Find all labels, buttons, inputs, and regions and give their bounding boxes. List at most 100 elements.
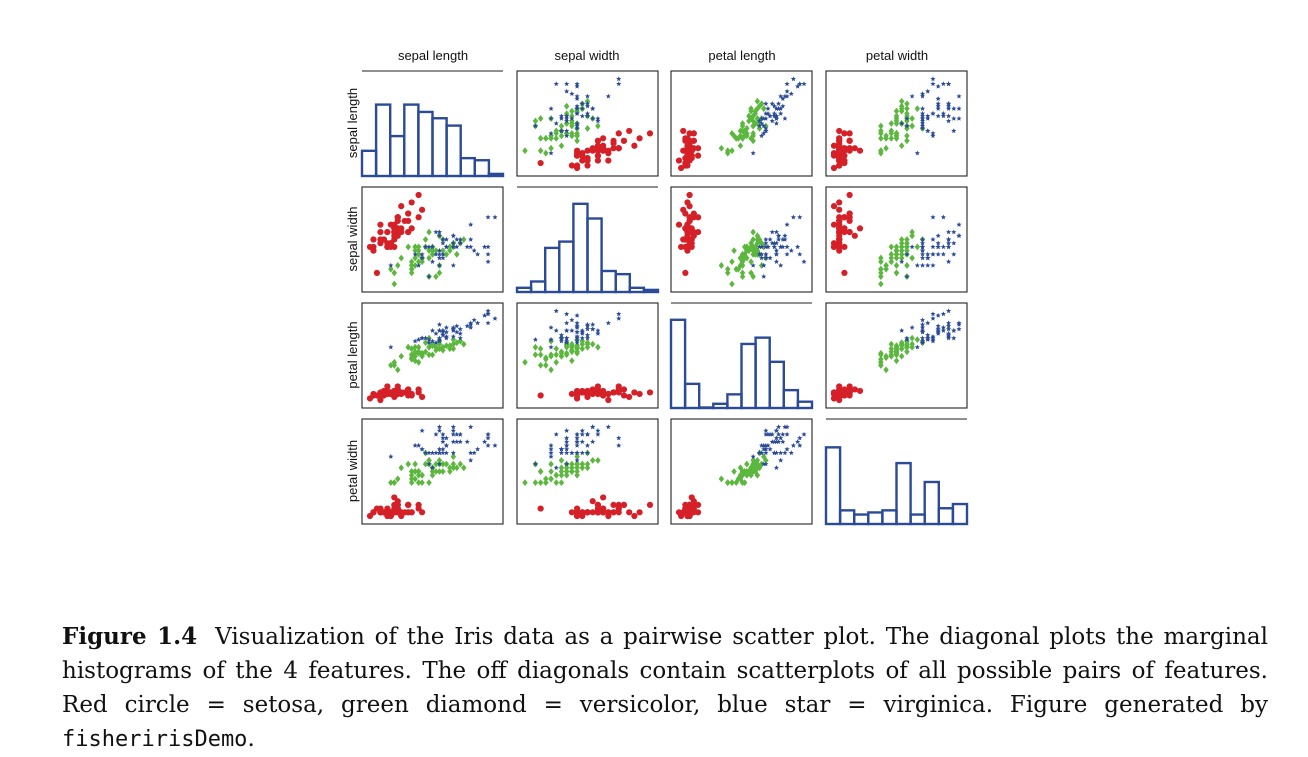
point-virginica xyxy=(759,255,765,261)
point-virginica xyxy=(797,251,803,257)
point-virginica xyxy=(443,244,449,250)
point-virginica xyxy=(773,435,780,441)
point-versicolor xyxy=(548,351,554,359)
point-setosa xyxy=(579,150,586,157)
point-virginica xyxy=(763,244,769,250)
point-virginica xyxy=(457,326,463,332)
point-virginica xyxy=(616,81,622,87)
point-virginica xyxy=(919,255,926,261)
point-setosa xyxy=(415,191,422,199)
point-virginica xyxy=(485,442,491,448)
point-versicolor xyxy=(741,129,748,137)
point-versicolor xyxy=(553,471,559,479)
point-versicolor xyxy=(574,471,580,479)
point-virginica xyxy=(440,236,446,242)
histogram-bar xyxy=(389,134,406,178)
point-versicolor xyxy=(718,144,725,152)
point-virginica xyxy=(951,229,957,235)
histogram-bar xyxy=(683,382,701,410)
point-virginica xyxy=(773,251,780,257)
point-setosa xyxy=(394,214,401,221)
point-setosa xyxy=(600,387,607,395)
point-virginica xyxy=(773,247,780,253)
point-virginica xyxy=(773,259,780,264)
point-virginica xyxy=(956,326,962,332)
point-versicolor xyxy=(898,239,905,247)
row-header-petal-length: petal length xyxy=(345,321,360,388)
point-versicolor xyxy=(898,102,905,110)
point-virginica xyxy=(605,424,611,430)
point-virginica xyxy=(440,431,446,437)
point-versicolor xyxy=(914,243,921,251)
point-setosa xyxy=(626,393,633,401)
point-virginica xyxy=(485,320,491,326)
point-virginica xyxy=(919,321,926,327)
point-versicolor xyxy=(558,352,565,360)
point-virginica xyxy=(584,442,591,448)
point-virginica xyxy=(773,120,780,126)
point-virginica xyxy=(784,446,790,452)
point-virginica xyxy=(492,442,498,448)
point-versicolor xyxy=(718,262,725,269)
point-virginica xyxy=(919,125,926,131)
point-setosa xyxy=(846,389,853,396)
point-versicolor xyxy=(422,236,429,243)
point-virginica xyxy=(584,431,591,437)
point-versicolor xyxy=(563,471,570,479)
point-versicolor xyxy=(904,262,910,269)
point-versicolor xyxy=(904,110,910,118)
point-versicolor xyxy=(750,456,756,464)
point-versicolor xyxy=(391,280,398,288)
point-versicolor xyxy=(579,464,586,472)
point-setosa xyxy=(589,147,596,154)
panel-frame xyxy=(670,418,813,525)
point-versicolor xyxy=(415,250,422,258)
point-setosa xyxy=(846,145,853,152)
point-versicolor xyxy=(744,254,750,262)
point-setosa xyxy=(610,389,617,396)
point-virginica xyxy=(436,461,443,467)
histogram-bar xyxy=(937,507,955,526)
point-virginica xyxy=(930,236,936,242)
point-setosa xyxy=(682,210,689,217)
point-versicolor xyxy=(746,117,752,125)
point-versicolor xyxy=(752,120,758,127)
point-virginica xyxy=(574,120,580,126)
point-virginica xyxy=(457,431,463,437)
point-virginica xyxy=(584,101,591,106)
point-virginica xyxy=(454,244,460,250)
point-virginica xyxy=(436,336,443,342)
point-versicolor xyxy=(741,250,748,258)
point-versicolor xyxy=(408,475,415,483)
point-virginica xyxy=(769,439,775,445)
point-versicolor xyxy=(579,460,586,468)
point-setosa xyxy=(830,390,838,398)
point-setosa xyxy=(415,386,422,393)
point-virginica xyxy=(450,233,456,238)
point-setosa xyxy=(686,140,693,147)
point-versicolor xyxy=(454,250,460,258)
point-versicolor xyxy=(579,340,586,348)
point-virginica xyxy=(468,221,474,227)
point-versicolor xyxy=(725,147,731,155)
point-virginica xyxy=(532,336,538,342)
col-header-sepal-width: sepal width xyxy=(554,48,619,63)
point-versicolor xyxy=(904,247,910,255)
point-versicolor xyxy=(543,475,549,483)
point-setosa xyxy=(836,243,843,251)
point-virginica xyxy=(925,128,931,134)
point-setosa xyxy=(682,269,689,276)
point-virginica xyxy=(763,428,769,433)
point-setosa xyxy=(841,243,848,251)
histogram-bar xyxy=(951,502,969,526)
point-setosa xyxy=(694,501,702,508)
point-versicolor xyxy=(537,351,544,359)
point-setosa xyxy=(846,191,853,199)
point-virginica xyxy=(468,236,474,242)
point-virginica xyxy=(778,110,784,116)
point-virginica xyxy=(422,335,429,341)
point-virginica xyxy=(595,428,601,433)
point-virginica xyxy=(914,262,920,268)
point-setosa xyxy=(537,392,544,399)
histogram-bar xyxy=(586,217,603,294)
